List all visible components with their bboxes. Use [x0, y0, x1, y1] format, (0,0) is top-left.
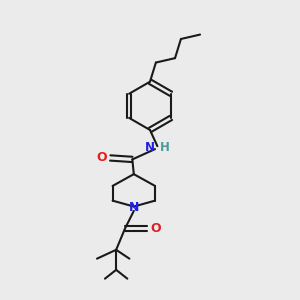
Text: H: H [160, 141, 170, 154]
Text: N: N [145, 141, 155, 154]
Text: O: O [151, 222, 161, 235]
Text: O: O [96, 152, 107, 164]
Text: N: N [129, 201, 139, 214]
